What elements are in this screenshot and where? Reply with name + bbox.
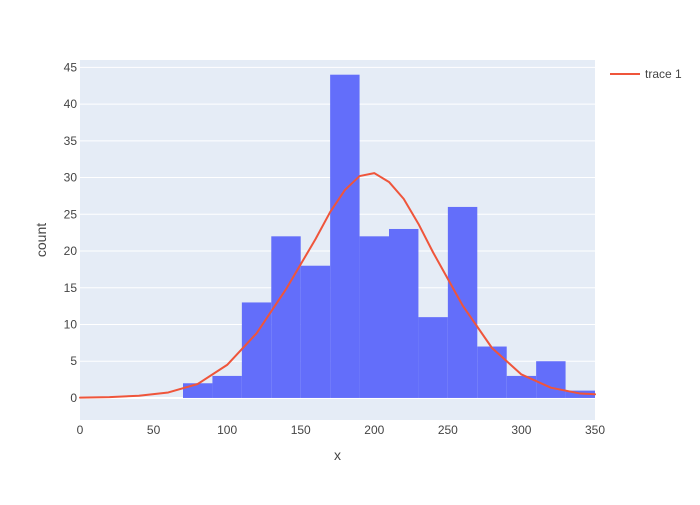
trace-1-line[interactable] — [79, 172, 596, 399]
legend[interactable]: trace 1 — [610, 67, 682, 81]
y-tick-label: 5 — [70, 354, 77, 368]
histogram-bar[interactable] — [212, 375, 242, 398]
y-tick-label: 25 — [64, 207, 78, 221]
x-tick-label: 50 — [147, 423, 161, 437]
legend-label-trace-1: trace 1 — [645, 67, 682, 81]
y-tick-label: 0 — [70, 391, 77, 405]
x-tick-labels: 0 50 100 150 200 250 300 350 — [77, 423, 606, 437]
histogram-bar[interactable] — [506, 375, 537, 398]
x-tick-label: 100 — [217, 423, 237, 437]
x-tick-label: 250 — [438, 423, 458, 437]
histogram-bar[interactable] — [300, 265, 331, 398]
x-tick-label: 200 — [364, 423, 384, 437]
y-tick-label: 10 — [64, 317, 78, 331]
histogram-bar[interactable] — [477, 346, 507, 398]
x-tick-label: 350 — [585, 423, 605, 437]
y-tick-label: 15 — [64, 281, 78, 295]
y-tick-label: 45 — [64, 60, 78, 74]
x-tick-label: 0 — [77, 423, 84, 437]
y-tick-label: 40 — [64, 97, 78, 111]
histogram-bar[interactable] — [536, 361, 566, 398]
x-tick-label: 300 — [511, 423, 531, 437]
x-axis-title: x — [334, 447, 341, 463]
histogram-bar[interactable] — [389, 228, 419, 398]
y-axis-title: count — [33, 223, 49, 257]
histogram-bar[interactable] — [330, 74, 360, 398]
histogram-bar[interactable] — [183, 383, 213, 398]
histogram-bar[interactable] — [447, 206, 478, 398]
histogram-bar[interactable] — [359, 236, 389, 398]
y-tick-label: 20 — [64, 244, 78, 258]
histogram-bars — [183, 74, 595, 398]
histogram-bar[interactable] — [271, 236, 301, 398]
y-tick-label: 35 — [64, 134, 78, 148]
x-tick-label: 150 — [291, 423, 311, 437]
y-tick-label: 30 — [64, 171, 78, 185]
y-tick-labels: 0 5 10 15 20 25 30 35 40 45 — [64, 60, 78, 405]
trace-line-layer — [79, 172, 596, 399]
histogram-bar[interactable] — [418, 317, 448, 398]
